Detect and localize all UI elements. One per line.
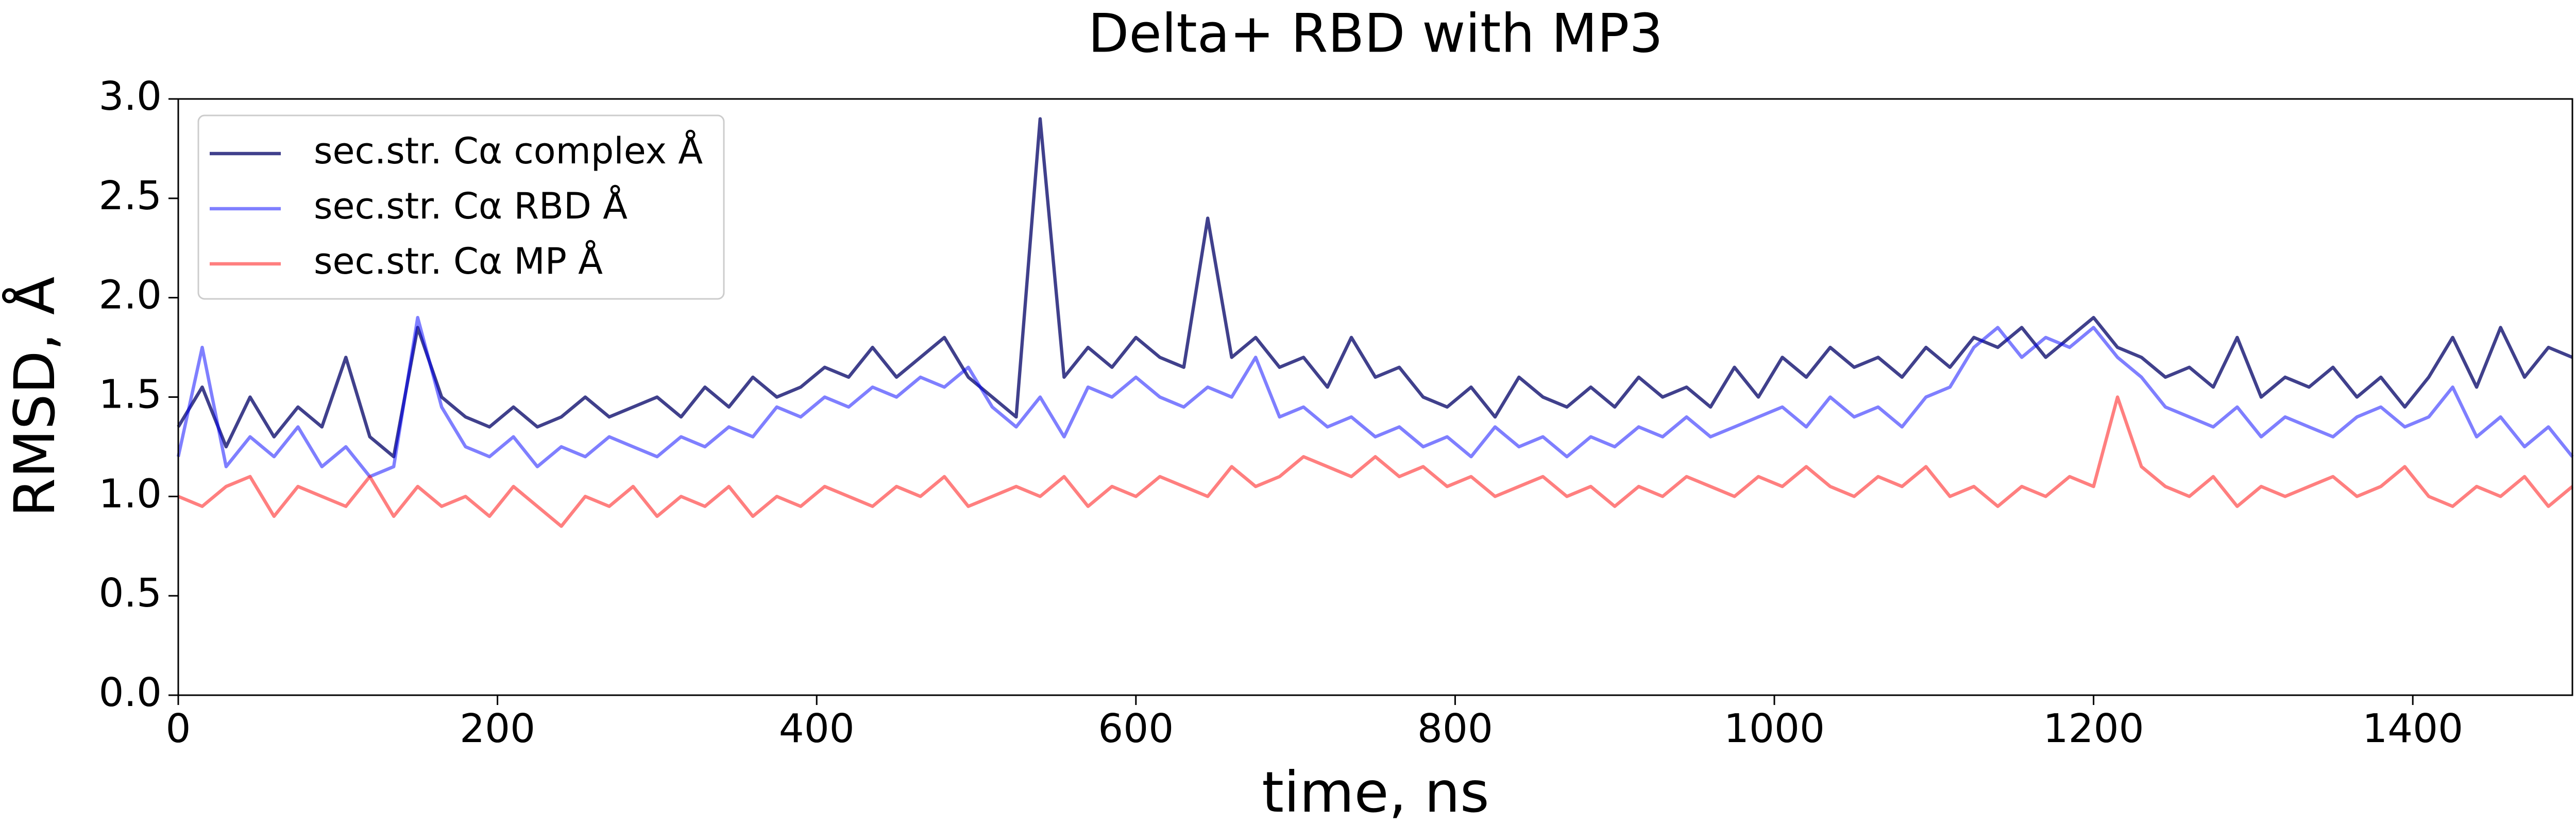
- series-line: [177, 117, 2573, 459]
- x-tick-label: 600: [1098, 706, 1174, 752]
- x-tick-label: 1000: [1724, 706, 1825, 752]
- x-axis-label: time, ns: [1262, 760, 1489, 825]
- chart-title: Delta+ RBD with MP3: [1088, 3, 1663, 64]
- x-tick-label: 800: [1417, 706, 1493, 752]
- y-tick-label: 0.0: [99, 670, 162, 716]
- y-tick-label: 0.5: [99, 570, 162, 616]
- x-tick-label: 1400: [2362, 706, 2463, 752]
- legend-label: sec.str. Cα complex Å: [314, 130, 703, 172]
- y-tick-label: 2.0: [99, 273, 162, 318]
- y-tick-label: 1.5: [99, 372, 162, 417]
- legend-box: [197, 114, 725, 300]
- y-tick-label: 3.0: [99, 74, 162, 120]
- plot-frame: [177, 98, 2573, 696]
- x-tick-label: 200: [460, 706, 535, 752]
- series-line: [176, 316, 2574, 478]
- x-tick-label: 1200: [2043, 706, 2144, 752]
- legend-label: sec.str. Cα RBD Å: [314, 185, 628, 227]
- x-tick-label: 400: [779, 706, 855, 752]
- y-tick-label: 2.5: [99, 173, 162, 219]
- series-line: [177, 395, 2574, 528]
- legend-label: sec.str. Cα MP Å: [314, 240, 603, 282]
- y-tick-label: 1.0: [99, 471, 162, 517]
- y-axis-label: RMSD, Å: [2, 277, 67, 517]
- x-tick-label: 0: [166, 706, 191, 752]
